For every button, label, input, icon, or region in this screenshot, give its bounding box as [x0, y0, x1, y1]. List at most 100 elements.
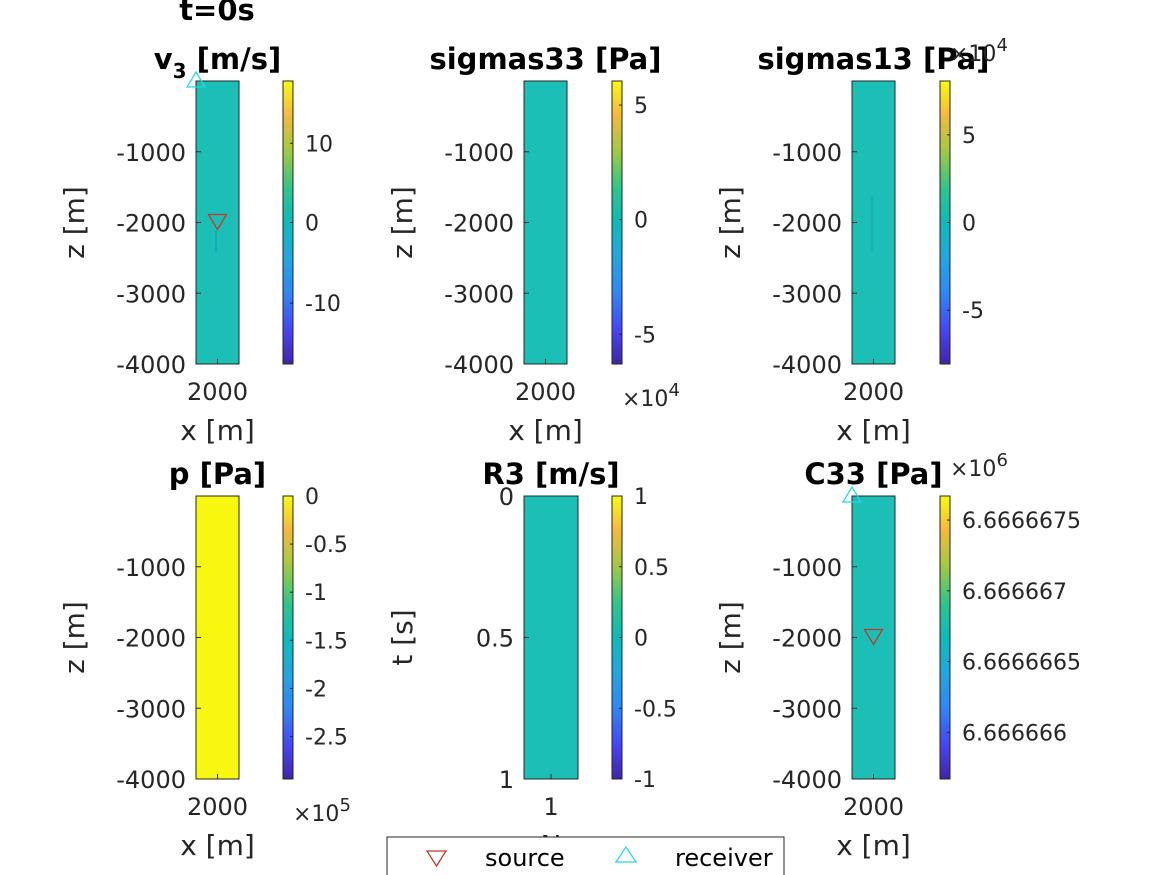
colorbar-tick-label: 0.5: [634, 556, 669, 581]
y-axis-label: z [m]: [58, 186, 91, 259]
y-axis-label: z [m]: [714, 186, 747, 259]
x-tick-label: 1: [543, 793, 558, 821]
colorbar-exponent: ×106: [950, 450, 1008, 482]
x-axis-label: x [m]: [180, 414, 255, 447]
y-axis-label: t [s]: [386, 609, 419, 665]
colorbar-tick-label: 6.666666: [962, 721, 1067, 746]
x-tick-label: 2000: [843, 793, 904, 821]
panel-title: R3 [m/s]: [482, 457, 619, 491]
y-tick-label: -2000: [444, 210, 514, 238]
heatmap-field: [196, 81, 239, 364]
y-tick-label: -4000: [772, 351, 842, 379]
y-tick-label: 0.5: [476, 625, 514, 653]
colorbar-tick-label: -1: [634, 768, 656, 793]
heatmap-field: [524, 496, 578, 779]
colorbar-tick-label: 1: [634, 485, 648, 510]
y-tick-label: -3000: [772, 280, 842, 308]
y-tick-label: -2000: [772, 210, 842, 238]
x-tick-label: 2000: [187, 378, 248, 406]
colorbar-tick-label: 5: [962, 124, 976, 149]
colorbar-tick-label: 5: [634, 94, 648, 119]
colorbar-exponent: ×105: [293, 795, 351, 827]
panel-title: C33 [Pa]: [804, 457, 942, 491]
y-tick-label: -3000: [116, 695, 186, 723]
colorbar-tick-label: 6.6666675: [962, 509, 1081, 534]
y-tick-label: -2000: [116, 210, 186, 238]
x-axis-label: x [m]: [836, 829, 911, 862]
colorbar: [282, 495, 294, 780]
wave-feature: [215, 231, 217, 253]
legend: source receiver: [386, 836, 785, 875]
y-tick-label: 1: [499, 766, 514, 794]
receiver-legend-marker-icon: [614, 845, 638, 863]
colorbar-tick-label: -2.5: [305, 726, 348, 751]
heatmap-field: [196, 496, 239, 779]
y-tick-label: -1000: [772, 139, 842, 167]
legend-box: [386, 836, 785, 875]
y-tick-label: 0: [499, 483, 514, 511]
source-marker-icon: [863, 628, 884, 646]
colorbar-tick-label: 10: [305, 132, 333, 157]
colorbar-exponent: ×104: [950, 35, 1008, 67]
heatmap-field: [852, 496, 895, 779]
panel-5: R3 [m/s]00.511Nt [s]10.50-0.5-1: [386, 457, 677, 862]
x-tick-label: 2000: [843, 378, 904, 406]
x-axis-label: x [m]: [180, 829, 255, 862]
y-tick-label: -1000: [116, 554, 186, 582]
colorbar-tick-label: -0.5: [305, 533, 348, 558]
colorbar-tick-label: -0.5: [634, 697, 677, 722]
heatmap-field: [524, 81, 567, 364]
y-tick-label: -4000: [116, 351, 186, 379]
receiver-marker-icon: [841, 485, 863, 503]
colorbar-tick-label: 0: [634, 209, 648, 234]
colorbar-tick-label: 0: [634, 627, 648, 652]
colorbar-tick-label: -1.5: [305, 629, 348, 654]
y-tick-label: -2000: [772, 625, 842, 653]
y-axis-label: z [m]: [58, 601, 91, 674]
x-axis-label: x [m]: [836, 414, 911, 447]
colorbar-tick-label: 0: [305, 212, 319, 237]
x-tick-label: 2000: [187, 793, 248, 821]
panel-title: v3 [m/s]: [154, 42, 282, 83]
colorbar-tick-label: -5: [962, 299, 984, 324]
y-tick-label: -3000: [444, 280, 514, 308]
y-axis-label: z [m]: [714, 601, 747, 674]
heatmap-field: [852, 81, 895, 364]
panel-title: sigmas13 [Pa]: [757, 42, 989, 76]
time-label: t=0s: [179, 0, 255, 27]
x-axis-label: x [m]: [508, 414, 583, 447]
receiver-marker-icon: [185, 70, 207, 88]
y-tick-label: -1000: [116, 139, 186, 167]
colorbar-exponent: ×104: [622, 380, 680, 412]
legend-source-label: source: [485, 844, 565, 872]
panel-title-units: [m/s]: [187, 42, 282, 76]
colorbar-tick-label: -1: [305, 581, 327, 606]
wave-feature: [871, 196, 873, 251]
y-tick-label: -2000: [116, 625, 186, 653]
source-legend-marker-icon: [425, 850, 448, 868]
y-tick-label: -1000: [444, 139, 514, 167]
colorbar-tick-label: 6.6666665: [962, 651, 1081, 676]
colorbar: [611, 80, 623, 365]
x-tick-label: 2000: [515, 378, 576, 406]
y-tick-label: -4000: [444, 351, 514, 379]
colorbar: [939, 495, 951, 780]
y-axis-label: z [m]: [386, 186, 419, 259]
panel-title-symbol: v: [154, 42, 173, 76]
colorbar-tick-label: -2: [305, 677, 327, 702]
panel-title: p [Pa]: [169, 457, 266, 491]
colorbar-tick-label: -5: [634, 323, 656, 348]
colorbar-tick-label: 0: [305, 485, 319, 510]
colorbar-tick-label: -10: [305, 292, 341, 317]
colorbar-tick-label: 0: [962, 212, 976, 237]
source-marker-icon: [207, 213, 228, 231]
colorbar-tick-label: 6.666667: [962, 580, 1067, 605]
y-tick-label: -4000: [116, 766, 186, 794]
panel-title: sigmas33 [Pa]: [429, 42, 661, 76]
